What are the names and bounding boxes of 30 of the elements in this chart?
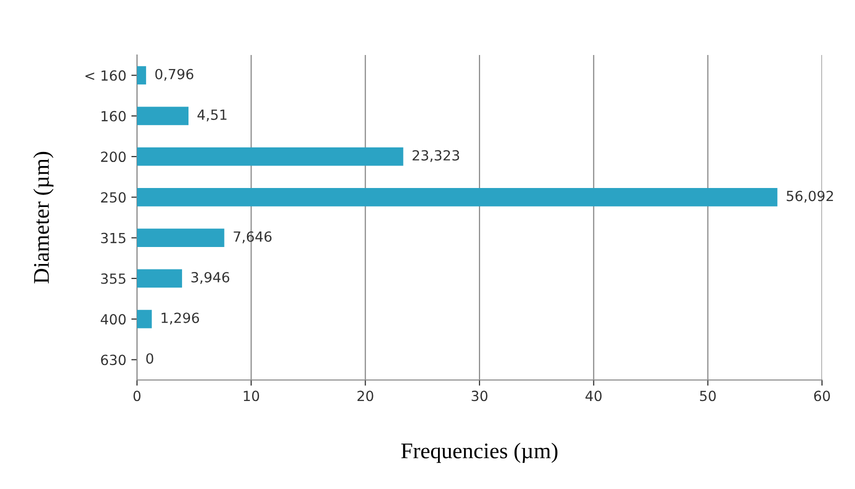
y-tick-label: 160 [102,110,126,122]
y-tick-label: 400 [100,314,126,325]
x-tick-label: 20 [358,390,374,402]
data-label: 3,946 [191,272,230,284]
data-label: 1,296 [162,312,200,325]
bar [137,147,404,166]
data-label: 23,323 [412,150,460,162]
bar [137,310,152,328]
x-tick-label: 40 [586,390,602,402]
y-tick-label: 355 [101,273,126,284]
y-tick-label: 200 [101,152,126,162]
data-label: 4,51 [198,110,226,122]
x-tick-label: 0 [133,390,140,402]
bar [137,269,182,288]
bar [137,188,778,206]
y-axis-title: Diameter (µm) [33,152,54,284]
x-tick-label: 50 [700,390,716,402]
y-tick-label: 630 [101,354,126,366]
y-tick-label: 315 [101,232,126,244]
data-label: 0,796 [155,68,194,81]
y-tick-label: 250 [101,192,126,203]
bar [137,106,188,126]
x-tick-label: 10 [244,390,260,402]
x-tick-label: 60 [814,390,830,402]
y-tick-label: < 160 [85,70,126,81]
bar [137,228,224,247]
x-axis-title: Frequencies (µm) [401,442,558,463]
x-tick-label: 30 [472,390,488,402]
data-label: 0 [146,353,154,364]
bar [137,66,146,84]
